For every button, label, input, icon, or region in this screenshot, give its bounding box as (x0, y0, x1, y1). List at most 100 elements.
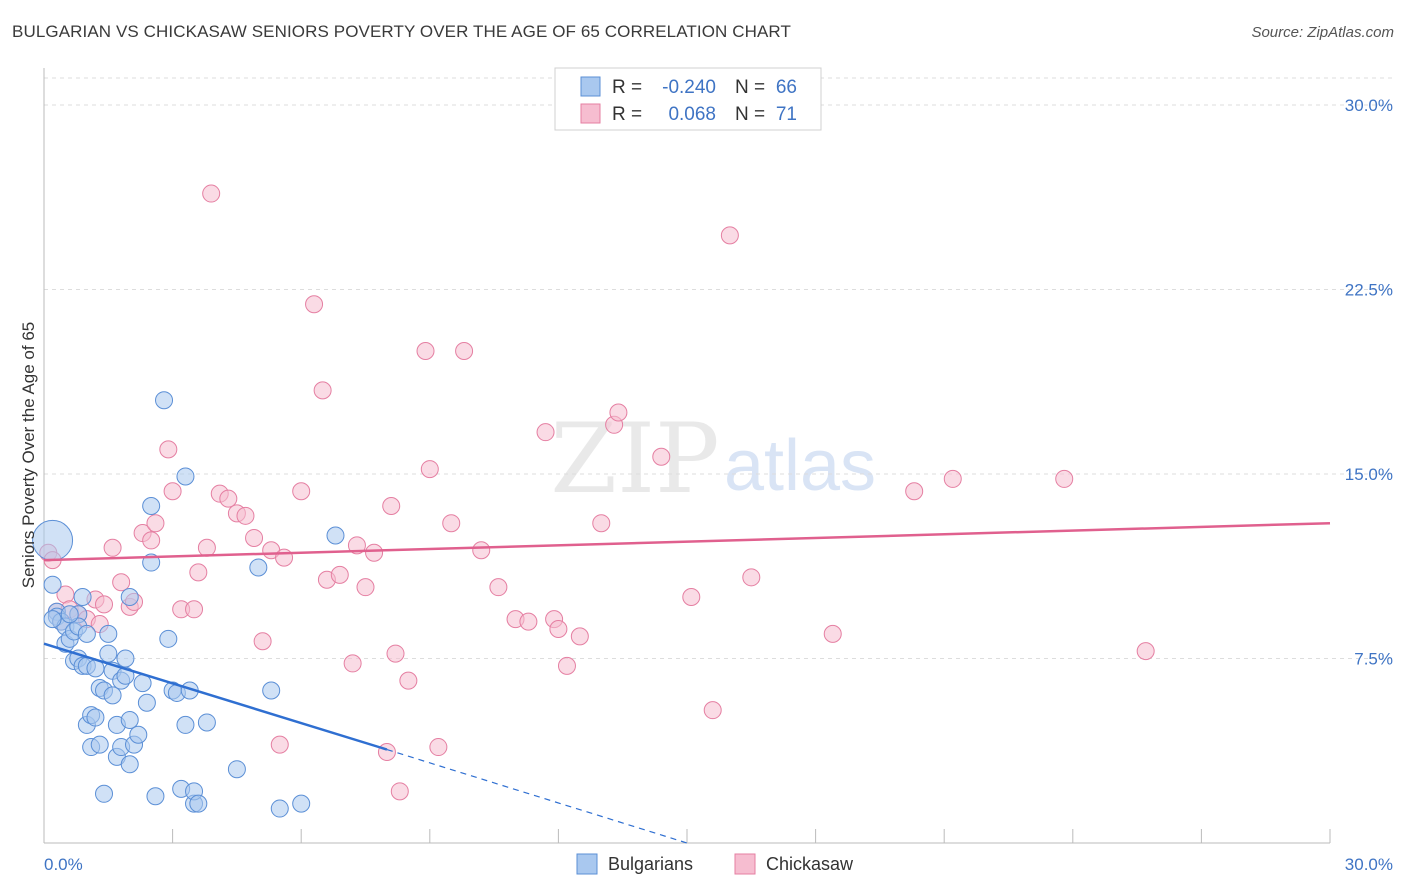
bulgarians-point (90, 735, 109, 754)
legend-r-value-1: -0.240 (662, 77, 716, 98)
chickasaw-point (219, 489, 238, 508)
y-tick-label: 30.0% (1345, 96, 1393, 115)
chickasaw-point (142, 531, 161, 550)
bulgarians-point (146, 787, 165, 806)
chickasaw-point (570, 627, 589, 646)
legend-chickasaw-label: Chickasaw (766, 854, 854, 874)
bulgarians-point (120, 588, 139, 606)
legend-n-label-2: N = (735, 104, 765, 125)
chickasaw-point (682, 588, 701, 606)
chickasaw-point (95, 595, 114, 614)
chickasaw-point (159, 440, 178, 459)
chickasaw-point (270, 735, 289, 754)
chickasaw-point (365, 543, 384, 562)
chickasaw-point (1055, 469, 1074, 488)
chickasaw-point (356, 578, 375, 597)
bulgarians-point (116, 649, 135, 668)
y-tick-label: 22.5% (1345, 281, 1393, 300)
legend-n-value-2: 71 (776, 104, 797, 125)
chickasaw-point (313, 381, 332, 400)
chickasaw-point (943, 469, 962, 488)
legend-swatch-pink (580, 103, 601, 124)
chickasaw-points (39, 184, 1155, 801)
bulgarians-point (262, 681, 281, 700)
bulgarians-point (197, 713, 216, 732)
chickasaw-point (429, 738, 448, 757)
bulgarians-point (227, 760, 246, 779)
bulgarians-point (326, 526, 345, 545)
chickasaw-point (146, 514, 165, 533)
chickasaw-point (455, 342, 474, 360)
chickasaw-point (399, 671, 418, 690)
bulgarians-point (73, 588, 92, 606)
chart-title: BULGARIAN VS CHICKASAW SENIORS POVERTY O… (12, 22, 791, 41)
chickasaw-point (292, 482, 311, 501)
chickasaw-point (163, 482, 182, 501)
bulgarians-point (159, 629, 178, 648)
bulgarians-point (60, 605, 79, 624)
bulgarians-point (95, 784, 114, 803)
watermark-zip: ZIP (550, 403, 719, 515)
chickasaw-trend-line (43, 521, 1331, 562)
chickasaw-point (236, 506, 255, 525)
legend-bulgarians-swatch (576, 853, 598, 875)
y-axis-label: Seniors Poverty Over the Age of 65 (19, 322, 38, 588)
chickasaw-point (103, 538, 122, 557)
bulgarians-point (77, 624, 96, 643)
chickasaw-point (386, 644, 405, 663)
chickasaw-point (202, 184, 221, 203)
bulgarians-point (32, 519, 74, 561)
bulgarians-point (176, 715, 195, 734)
legend-r-value-2: 0.068 (668, 104, 716, 125)
chickasaw-point (390, 782, 409, 801)
axes (43, 68, 1331, 844)
chickasaw-point (245, 528, 264, 547)
bulgarians-point (176, 467, 195, 486)
series-legend: Bulgarians Chickasaw (576, 853, 854, 875)
bulgarians-point (43, 575, 62, 594)
bulgarians-point (142, 496, 161, 515)
chickasaw-point (905, 482, 924, 501)
bulgarians-trend-line (43, 642, 388, 751)
bulgarians-point (43, 610, 62, 629)
chickasaw-point (703, 701, 722, 720)
chickasaw-point (549, 619, 568, 638)
chickasaw-point (823, 624, 842, 643)
y-tick-label: 7.5% (1354, 650, 1393, 669)
chickasaw-point (742, 568, 761, 587)
chickasaw-point (377, 742, 396, 761)
bulgarians-point (292, 794, 311, 813)
chickasaw-point (1136, 642, 1155, 661)
bulgarians-point (249, 558, 268, 577)
bulgarians-point (137, 693, 156, 712)
chickasaw-point (536, 423, 555, 442)
stats-legend: R = -0.240 N = 66 R = 0.068 N = 71 (554, 67, 822, 131)
chickasaw-point (253, 632, 272, 651)
chickasaw-point (472, 541, 491, 560)
watermark-atlas: atlas (724, 426, 876, 506)
legend-chickasaw-swatch (734, 853, 756, 875)
bulgarians-trend-extension (386, 748, 688, 844)
chickasaw-point (343, 654, 362, 673)
bulgarians-point (120, 755, 139, 774)
bulgarians-point (129, 725, 148, 744)
gridlines (44, 77, 1392, 659)
bulgarians-point (103, 686, 122, 705)
legend-bulgarians-label: Bulgarians (608, 854, 693, 874)
chickasaw-point (197, 538, 216, 557)
chickasaw-point (275, 548, 294, 567)
chickasaw-point (489, 578, 508, 597)
chickasaw-point (112, 573, 131, 592)
chickasaw-point (185, 600, 204, 619)
x-tick-label-max: 30.0% (1345, 855, 1393, 874)
legend-n-label-1: N = (735, 77, 765, 98)
chickasaw-point (442, 514, 461, 533)
chickasaw-point (720, 226, 739, 245)
chickasaw-point (189, 563, 208, 582)
chickasaw-point (557, 656, 576, 675)
legend-r-label-1: R = (612, 77, 642, 98)
chickasaw-point (416, 342, 435, 360)
chickasaw-point (609, 403, 628, 422)
bulgarians-point (120, 711, 139, 729)
chickasaw-point (382, 496, 401, 515)
